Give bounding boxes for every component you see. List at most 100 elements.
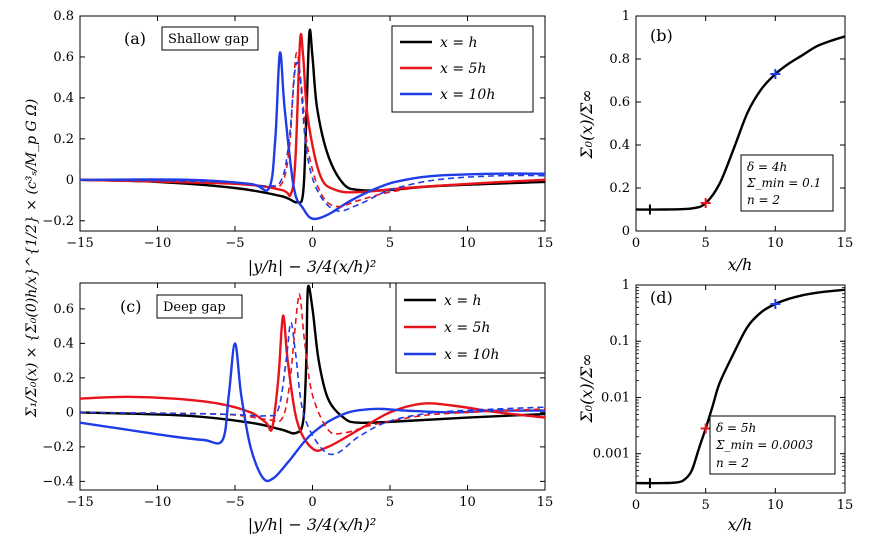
x-tick-label: −10 (144, 236, 171, 251)
x-tick-label: 0 (632, 498, 640, 513)
panel-label-box (161, 26, 259, 51)
series-line (636, 288, 845, 485)
series-line (80, 51, 545, 221)
series-line (80, 314, 545, 452)
y-tick-label: −0.4 (42, 474, 74, 489)
legend: x = h x = 5h x = 10h (395, 282, 546, 374)
series-line-dashed (80, 321, 545, 456)
x-tick-label: −10 (144, 495, 171, 510)
legend-label: x = h (440, 35, 478, 51)
x-tick-label: 10 (459, 495, 476, 510)
x-tick-label: 5 (702, 498, 710, 513)
series-line (80, 32, 545, 198)
legend-label: x = 10h (444, 347, 499, 363)
plus-marker (700, 198, 711, 209)
panel-title: Shallow gap (168, 32, 249, 47)
y-tick-label: −0.2 (42, 214, 74, 229)
annotation-line: n = 2 (747, 193, 780, 207)
panel-b: 0 5 10 15 0 0.2 0.4 0.6 0.8 1 (b) δ = 4h Σ_min = … (609, 9, 853, 251)
y-tick-label: 0.1 (609, 334, 630, 349)
series-lines (80, 284, 545, 483)
panel-label: (d) (650, 288, 673, 307)
panel-c: −15 −10 −5 0 5 10 15 −0.4 −0.2 0 0.2 0.4 0.6 (c) Dee… (42, 282, 553, 510)
series-line (80, 342, 545, 483)
y-tick-label: 0.2 (53, 132, 74, 147)
panel-title: Deep gap (163, 300, 226, 315)
x-tick-label: −15 (66, 236, 93, 251)
panel-d: 0 5 10 15 0.001 0.01 0.1 1 (d) δ = 5h Σ_min = 0… (593, 278, 853, 513)
plus-marker (644, 478, 655, 489)
axis-ticks: −15 −10 −5 0 5 10 15 −0.4 −0.2 0 0.2 0.4 0.6 (42, 283, 553, 510)
annotation-line: δ = 4h (747, 160, 787, 174)
x-tick-label: 15 (537, 236, 554, 251)
plus-marker (644, 204, 655, 215)
plus-marker (700, 423, 711, 434)
y-tick-label: 0.4 (609, 138, 630, 153)
x-tick-label: 15 (837, 498, 854, 513)
axis-ticks: 0 5 10 15 0.001 0.01 0.1 1 (593, 278, 853, 513)
y-axis-label: Σ₀(x)/Σ∞ (577, 89, 596, 159)
legend-frame (395, 282, 546, 374)
legend-label: x = 5h (440, 61, 486, 77)
series-line (636, 35, 845, 211)
x-tick-label: −5 (225, 236, 244, 251)
y-tick-label: 1 (622, 278, 630, 293)
panel-label: (b) (650, 26, 673, 45)
x-tick-label: 10 (459, 236, 476, 251)
x-tick-label: 15 (537, 495, 554, 510)
annotation-line: Σ_min = 0.0003 (715, 438, 813, 452)
y-tick-label: −0.2 (42, 440, 74, 455)
x-tick-label: 0 (632, 236, 640, 251)
y-tick-label: 0 (66, 173, 74, 188)
axis-ticks: −15 −10 −5 0 5 10 15 −0.2 0 0.2 0.4 0.6 0.8 (42, 9, 553, 251)
y-tick-label: 1 (622, 9, 630, 24)
x-tick-label: 15 (837, 236, 854, 251)
y-tick-label: 0 (66, 405, 74, 420)
x-tick-label: −5 (225, 495, 244, 510)
series-line-dashed (80, 52, 545, 208)
x-tick-label: 10 (767, 236, 784, 251)
y-tick-label: 0.6 (53, 50, 74, 65)
x-tick-label: 5 (386, 236, 394, 251)
legend-label: x = 5h (444, 320, 490, 336)
x-tick-label: 0 (308, 236, 316, 251)
plus-marker (770, 69, 781, 80)
annotation-box (709, 415, 836, 475)
x-tick-label: 5 (386, 495, 394, 510)
y-tick-label: 0 (622, 224, 630, 239)
series-line-dashed (80, 61, 545, 212)
series-lines (636, 288, 845, 485)
panel-a: −15 −10 −5 0 5 10 15 −0.2 0 0.2 0.4 0.6 0.8 (a) Shal… (42, 9, 553, 251)
y-tick-label: 0.6 (609, 95, 630, 110)
annotation-line: δ = 5h (716, 421, 756, 435)
y-tick-label: 0.6 (53, 302, 74, 317)
x-tick-label: 10 (767, 498, 784, 513)
plot-frame (635, 15, 846, 232)
x-axis-label: |y/h| − 3/4(x/h)² (248, 257, 376, 276)
x-axis-label: x/h (728, 515, 753, 534)
plot-frame (635, 284, 846, 494)
y-axis-label: Σ₀(x)/Σ∞ (577, 353, 596, 423)
plus-marker (770, 298, 781, 309)
y-tick-label: 0.001 (593, 447, 630, 462)
annotation-line: Σ_min = 0.1 (746, 176, 821, 190)
series-lines (636, 35, 845, 211)
annotation-line: n = 2 (716, 456, 749, 470)
panel-label: (a) (124, 29, 146, 48)
y-tick-label: 0.2 (53, 371, 74, 386)
y-tick-label: 0.4 (53, 91, 74, 106)
legend-label: x = 10h (440, 87, 495, 103)
annotation-box (740, 154, 834, 212)
series-lines (80, 28, 545, 221)
y-tick-label: 0.01 (601, 390, 630, 405)
panel-label-box (156, 294, 243, 319)
x-tick-label: 0 (308, 495, 316, 510)
x-tick-label: 5 (702, 236, 710, 251)
curve-markers (644, 298, 781, 489)
curve-markers (644, 69, 781, 215)
panel-label: (c) (120, 297, 141, 316)
y-tick-label: 0.8 (609, 52, 630, 67)
y-axis-label: Σ₁/Σ₀(x) × {Σ₀(0)h/x}^{1/2} × (c³ₛ/M_p G… (24, 99, 40, 418)
legend-label: x = h (444, 293, 482, 309)
